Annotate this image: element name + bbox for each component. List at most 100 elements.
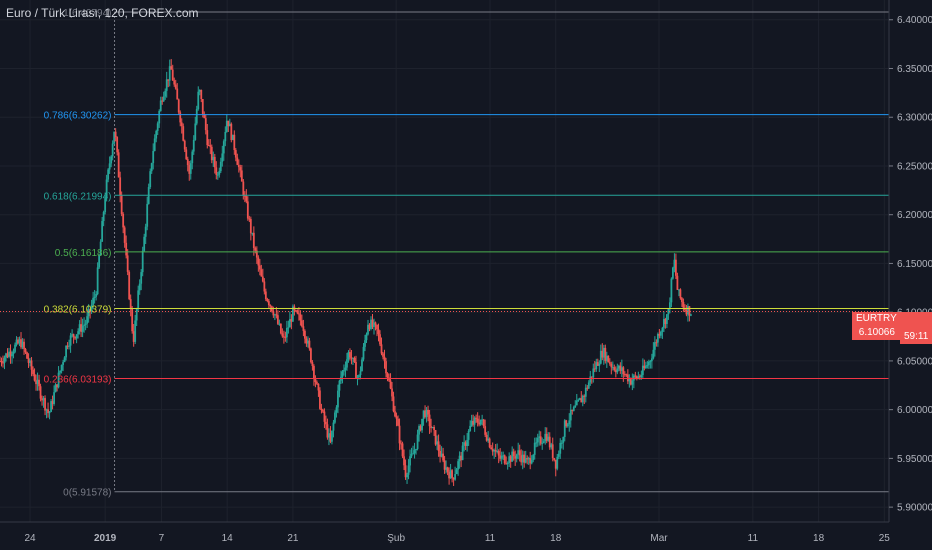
candle-body xyxy=(461,445,464,461)
candle-body xyxy=(29,360,31,363)
candle-body xyxy=(108,163,111,170)
candle-body xyxy=(47,409,49,414)
candle-body xyxy=(616,368,619,373)
candle-body xyxy=(263,281,266,292)
candle-body xyxy=(604,347,607,362)
x-tick-label: 11 xyxy=(748,533,759,544)
candle-body xyxy=(361,359,363,372)
candle-body xyxy=(140,272,143,284)
candle-body xyxy=(329,433,332,442)
candle-body xyxy=(132,331,135,342)
candle-body xyxy=(524,458,527,463)
candle-body xyxy=(328,433,330,438)
candle-body xyxy=(467,430,470,440)
candle-body xyxy=(246,201,249,219)
candle-body xyxy=(102,212,105,222)
candle-body xyxy=(3,357,6,364)
candle-body xyxy=(0,361,3,363)
candle-body xyxy=(301,320,303,327)
x-tick-label: 25 xyxy=(879,533,891,544)
candle-body xyxy=(11,354,13,357)
candle-body xyxy=(297,313,300,315)
candle-body xyxy=(311,362,314,367)
candle-body xyxy=(679,289,682,299)
candle-body xyxy=(39,386,42,399)
candle-body xyxy=(257,257,260,266)
candle-body xyxy=(242,181,245,196)
candle-body xyxy=(347,352,350,360)
candle-body xyxy=(638,376,641,378)
candle-body xyxy=(497,451,500,456)
candle-body xyxy=(533,442,536,455)
candle-body xyxy=(464,442,467,446)
candle-body xyxy=(95,294,98,297)
candle-body xyxy=(285,327,288,338)
x-tick-label: Şub xyxy=(387,533,405,544)
candle-body xyxy=(518,450,521,456)
candle-body xyxy=(42,398,45,401)
candle-body xyxy=(452,477,455,480)
candle-body xyxy=(631,380,634,385)
candle-body xyxy=(565,420,568,427)
candle-body xyxy=(80,324,83,332)
candle-body xyxy=(75,334,78,339)
candle-body xyxy=(153,138,156,151)
candle-body xyxy=(658,334,661,336)
candle-body xyxy=(593,368,596,370)
candle-body xyxy=(529,458,532,464)
candle-body xyxy=(44,398,46,411)
candle-body xyxy=(641,365,644,376)
candle-body xyxy=(584,387,587,397)
candle-body xyxy=(617,365,620,369)
candle-body xyxy=(491,449,494,452)
candle-body xyxy=(35,380,37,385)
candle-body xyxy=(165,79,168,91)
candle-body xyxy=(8,351,10,357)
candle-body xyxy=(213,156,216,168)
candle-body xyxy=(219,161,222,172)
candle-body xyxy=(580,398,583,403)
candle-body xyxy=(335,407,338,413)
candle-body xyxy=(117,152,120,178)
candle-body xyxy=(655,342,658,344)
candle-body xyxy=(114,131,117,138)
candle-body xyxy=(36,379,39,385)
candle-body xyxy=(559,442,562,454)
candle-body xyxy=(177,99,180,113)
candle-body xyxy=(143,236,146,251)
candle-body xyxy=(373,322,375,327)
candle-body xyxy=(596,362,599,366)
candle-body xyxy=(99,241,102,256)
candle-body xyxy=(436,441,438,445)
candle-body xyxy=(644,365,647,369)
candle-body xyxy=(291,306,294,322)
candle-body xyxy=(96,267,99,295)
candle-body xyxy=(310,348,312,363)
candle-body xyxy=(681,298,683,302)
candle-body xyxy=(326,424,329,438)
candle-body xyxy=(198,89,201,92)
candle-body xyxy=(434,430,437,445)
candle-body xyxy=(538,436,541,439)
candle-body xyxy=(635,376,638,379)
candle-body xyxy=(448,471,450,479)
candle-body xyxy=(239,167,242,171)
candle-body xyxy=(279,323,282,334)
candle-body xyxy=(230,123,233,141)
candle-body xyxy=(649,361,652,363)
candle-body xyxy=(269,305,272,307)
candle-body xyxy=(392,396,395,412)
candle-body xyxy=(374,322,377,325)
candle-body xyxy=(626,374,629,382)
candle-body xyxy=(294,310,297,312)
candle-body xyxy=(478,422,481,425)
candle-body xyxy=(134,320,137,342)
candle-body xyxy=(415,448,417,451)
candle-body xyxy=(203,113,206,119)
candle-body xyxy=(530,460,533,464)
candle-body xyxy=(186,159,189,166)
candle-body xyxy=(319,390,321,409)
candle-body xyxy=(622,367,625,375)
candle-body xyxy=(475,417,478,419)
